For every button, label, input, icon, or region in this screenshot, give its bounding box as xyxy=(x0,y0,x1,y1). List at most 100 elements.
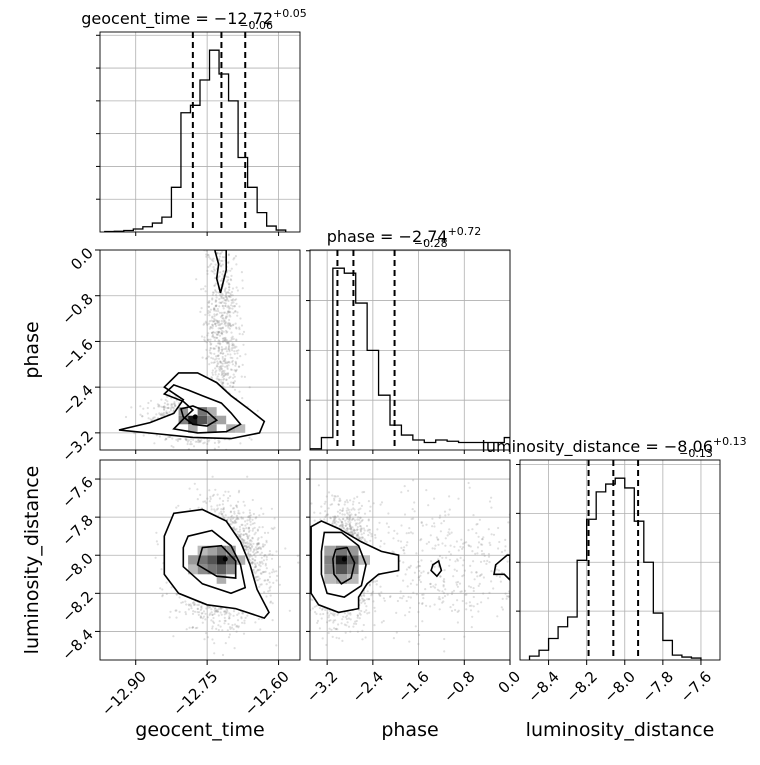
scatter-point xyxy=(217,308,219,310)
scatter-point xyxy=(215,373,217,375)
scatter-point xyxy=(252,530,254,532)
scatter-point xyxy=(179,611,181,613)
scatter-point xyxy=(232,287,234,289)
scatter-point xyxy=(244,376,246,378)
scatter-point xyxy=(177,450,179,452)
density-panel-geocent_time-vs-phase xyxy=(100,124,300,507)
scatter-point xyxy=(217,240,219,242)
scatter-point xyxy=(244,353,246,355)
scatter-point xyxy=(233,517,235,519)
scatter-point xyxy=(216,291,218,293)
scatter-point xyxy=(228,289,230,291)
scatter-point xyxy=(194,483,196,485)
scatter-point xyxy=(208,489,210,491)
scatter-point xyxy=(196,488,198,490)
scatter-point xyxy=(239,355,241,357)
scatter-point xyxy=(212,625,214,627)
scatter-point xyxy=(168,411,170,413)
scatter-point xyxy=(211,259,213,261)
scatter-point xyxy=(228,283,230,285)
scatter-point xyxy=(241,397,243,399)
scatter-point xyxy=(213,273,215,275)
scatter-point xyxy=(246,523,248,525)
scatter-point xyxy=(193,445,195,447)
scatter-point xyxy=(230,234,232,236)
scatter-point xyxy=(243,331,245,333)
scatter-point xyxy=(159,587,161,589)
scatter-point xyxy=(267,590,269,592)
scatter-point xyxy=(254,562,256,564)
scatter-point xyxy=(190,438,192,440)
scatter-point xyxy=(201,307,203,309)
scatter-point xyxy=(222,370,224,372)
scatter-point xyxy=(249,509,251,511)
scatter-point xyxy=(219,255,221,257)
scatter-point xyxy=(242,364,244,366)
scatter-point xyxy=(224,620,226,622)
scatter-point xyxy=(237,349,239,351)
scatter-point xyxy=(210,320,212,322)
scatter-point xyxy=(255,546,257,548)
scatter-point xyxy=(235,327,237,329)
scatter-point xyxy=(205,253,207,255)
scatter-point xyxy=(271,571,273,573)
scatter-point xyxy=(212,335,214,337)
scatter-point xyxy=(257,410,259,412)
scatter-point xyxy=(204,340,206,342)
scatter-point xyxy=(226,306,228,308)
scatter-point xyxy=(260,548,262,550)
scatter-point xyxy=(147,412,149,414)
scatter-point xyxy=(223,511,225,513)
scatter-point xyxy=(163,409,165,411)
scatter-point xyxy=(218,339,220,341)
scatter-point xyxy=(231,515,233,517)
panel-title-sup: +0.05 xyxy=(273,7,307,20)
scatter-point xyxy=(166,582,168,584)
scatter-point xyxy=(240,475,242,477)
scatter-point xyxy=(166,593,168,595)
scatter-point xyxy=(236,311,238,313)
scatter-point xyxy=(157,543,159,545)
scatter-point xyxy=(271,554,273,556)
scatter-point xyxy=(297,555,299,557)
scatter-point xyxy=(218,298,220,300)
scatter-point xyxy=(217,494,219,496)
scatter-point xyxy=(227,276,229,278)
scatter-point xyxy=(217,375,219,377)
scatter-point xyxy=(216,360,218,362)
scatter-point xyxy=(221,315,223,317)
scatter-point xyxy=(190,605,192,607)
scatter-point xyxy=(216,457,218,459)
scatter-point xyxy=(214,607,216,609)
scatter-point xyxy=(207,339,209,341)
scatter-point xyxy=(268,554,270,556)
scatter-point xyxy=(215,310,217,312)
density-cell xyxy=(217,416,227,425)
scatter-point xyxy=(205,632,207,634)
scatter-point xyxy=(211,229,213,231)
scatter-point xyxy=(223,297,225,299)
scatter-point xyxy=(227,310,229,312)
scatter-point xyxy=(230,304,232,306)
scatter-point xyxy=(210,326,212,328)
scatter-point xyxy=(238,490,240,492)
scatter-point xyxy=(230,294,232,296)
scatter-point xyxy=(230,332,232,334)
scatter-point xyxy=(217,188,219,190)
scatter-point xyxy=(203,125,205,127)
scatter-point xyxy=(156,540,158,542)
scatter-point xyxy=(203,222,205,224)
scatter-point xyxy=(226,342,228,344)
scatter-point xyxy=(249,512,251,514)
scatter-point xyxy=(206,270,208,272)
scatter-point xyxy=(208,323,210,325)
scatter-point xyxy=(214,361,216,363)
scatter-point xyxy=(252,543,254,545)
scatter-point xyxy=(226,350,228,352)
scatter-point xyxy=(227,497,229,499)
scatter-point xyxy=(215,301,217,303)
scatter-point xyxy=(186,439,188,441)
scatter-point xyxy=(230,241,232,243)
scatter-point xyxy=(238,327,240,329)
scatter-point xyxy=(228,295,230,297)
